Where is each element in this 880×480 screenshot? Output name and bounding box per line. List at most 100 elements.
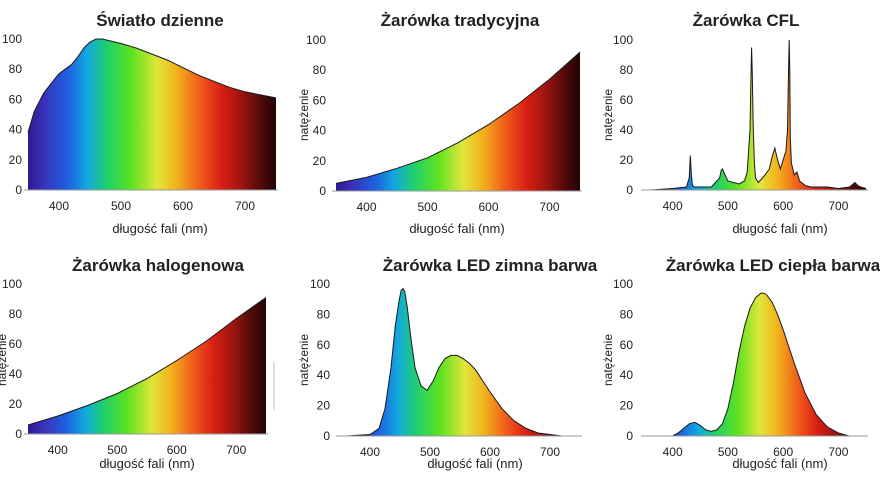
spectrum-area xyxy=(336,52,580,191)
y-tick-label: 80 xyxy=(620,63,634,77)
y-tick-label: 60 xyxy=(9,92,23,106)
y-tick-label: 0 xyxy=(15,183,22,197)
spectrum-outline xyxy=(650,39,867,191)
y-ticks: 0 20 40 60 80 100 xyxy=(310,277,330,443)
chart-panel-5: Żarówka LED zimna barwa natężenie 0 20 40 6… xyxy=(297,256,598,471)
y-tick-label: 40 xyxy=(620,123,634,137)
chart-title: Żarówka tradycyjna xyxy=(381,11,540,30)
y-tick-label: 60 xyxy=(313,93,327,107)
spectrum-area xyxy=(28,39,276,190)
x-axis-label: długość fali (nm) xyxy=(99,456,194,471)
y-tick-label: 60 xyxy=(620,93,634,107)
x-axis-label: długość fali (nm) xyxy=(409,221,504,236)
x-tick-label: 500 xyxy=(420,445,440,459)
y-tick-label: 20 xyxy=(9,153,23,167)
y-tick-label: 60 xyxy=(9,337,23,351)
spectrum-outline xyxy=(345,287,574,437)
chart-title: Żarówka LED ciepła barwa xyxy=(666,256,880,275)
x-tick-label: 600 xyxy=(773,199,793,213)
chart-panel-2: Żarówka tradycyjna natężenie 0 20 40 60 80 10… xyxy=(297,11,582,236)
x-axis-label: długość fali (nm) xyxy=(732,456,827,471)
y-tick-label: 40 xyxy=(9,367,23,381)
y-axis-label: natężenie xyxy=(297,89,311,141)
y-tick-label: 20 xyxy=(317,399,331,413)
y-axis-label: natężenie xyxy=(601,89,615,141)
y-tick-label: 40 xyxy=(9,123,23,137)
x-tick-label: 400 xyxy=(48,443,68,457)
x-ticks: 400 500 600 700 xyxy=(356,200,559,214)
x-tick-label: 500 xyxy=(111,199,131,213)
x-tick-label: 700 xyxy=(539,200,559,214)
y-ticks: 0 20 40 60 80 100 xyxy=(2,277,22,441)
spectrum-outline xyxy=(335,51,581,184)
y-tick-label: 0 xyxy=(626,183,633,197)
x-ticks: 400 500 600 700 xyxy=(663,199,849,213)
spectrum-area xyxy=(650,40,866,190)
y-tick-label: 40 xyxy=(313,124,327,138)
chart-panel-1: Światło dzienne 0 20 40 60 80 100 400 500 600 70… xyxy=(2,11,278,236)
y-tick-label: 20 xyxy=(620,399,634,413)
x-tick-label: 400 xyxy=(663,445,683,459)
x-ticks: 400 500 600 700 xyxy=(360,445,560,459)
y-tick-label: 80 xyxy=(9,62,23,76)
chart-panel-6: Żarówka LED ciepła barwa natężenie 0 20 40… xyxy=(601,256,880,471)
spectrum-outline xyxy=(27,297,267,426)
y-tick-label: 80 xyxy=(620,307,634,321)
chart-panel-4: Żarówka halogenowa natężenie 0 20 40 60 80 10… xyxy=(0,256,275,471)
x-tick-label: 600 xyxy=(480,445,500,459)
y-tick-label: 100 xyxy=(306,33,326,47)
x-tick-label: 400 xyxy=(663,199,683,213)
x-tick-label: 500 xyxy=(718,445,738,459)
spectrum-area xyxy=(28,297,266,434)
chart-title: Żarówka CFL xyxy=(693,11,800,30)
y-tick-label: 100 xyxy=(613,277,633,291)
chart-panel-3: Żarówka CFL natężenie 0 20 40 60 80 100 400 50… xyxy=(601,11,868,236)
y-tick-label: 0 xyxy=(626,429,633,443)
chart-title: Żarówka LED zimna barwa xyxy=(383,256,598,275)
x-tick-label: 400 xyxy=(360,445,380,459)
y-axis-label: natężenie xyxy=(0,334,9,386)
x-axis-label: długość fali (nm) xyxy=(427,456,522,471)
y-tick-label: 0 xyxy=(15,427,22,441)
x-ticks: 400 500 600 700 xyxy=(663,445,849,459)
x-tick-label: 700 xyxy=(226,443,246,457)
y-tick-label: 40 xyxy=(317,368,331,382)
x-tick-label: 700 xyxy=(828,445,848,459)
x-tick-label: 500 xyxy=(107,443,127,457)
x-tick-label: 700 xyxy=(540,445,560,459)
x-axis-label: długość fali (nm) xyxy=(112,221,207,236)
x-tick-label: 700 xyxy=(828,199,848,213)
x-tick-label: 400 xyxy=(356,200,376,214)
x-tick-label: 700 xyxy=(235,199,255,213)
spectrum-area xyxy=(650,293,861,436)
spectrum-outline xyxy=(27,38,277,133)
y-tick-label: 0 xyxy=(323,429,330,443)
y-tick-label: 60 xyxy=(620,338,634,352)
y-tick-label: 100 xyxy=(2,277,22,291)
x-tick-label: 500 xyxy=(417,200,437,214)
x-tick-label: 400 xyxy=(49,199,69,213)
y-tick-label: 80 xyxy=(9,307,23,321)
spectrum-area xyxy=(346,288,574,436)
y-ticks: 0 20 40 60 80 100 xyxy=(613,277,633,443)
x-axis-label: długość fali (nm) xyxy=(732,221,827,236)
y-tick-label: 100 xyxy=(310,277,330,291)
y-tick-label: 20 xyxy=(620,153,634,167)
y-tick-label: 60 xyxy=(317,338,331,352)
x-ticks: 400 500 600 700 xyxy=(49,199,255,213)
y-axis-label: natężenie xyxy=(297,334,311,386)
y-tick-label: 80 xyxy=(317,307,331,321)
y-tick-label: 0 xyxy=(319,184,326,198)
x-tick-label: 600 xyxy=(478,200,498,214)
y-tick-label: 100 xyxy=(2,32,22,46)
y-tick-label: 100 xyxy=(613,33,633,47)
y-axis-label: natężenie xyxy=(601,334,615,386)
chart-title: Żarówka halogenowa xyxy=(72,256,244,275)
y-ticks: 0 20 40 60 80 100 xyxy=(2,32,22,197)
x-tick-label: 600 xyxy=(173,199,193,213)
y-tick-label: 40 xyxy=(620,368,634,382)
y-tick-label: 20 xyxy=(9,397,23,411)
chart-title: Światło dzienne xyxy=(96,11,224,30)
y-ticks: 0 20 40 60 80 100 xyxy=(306,33,326,198)
